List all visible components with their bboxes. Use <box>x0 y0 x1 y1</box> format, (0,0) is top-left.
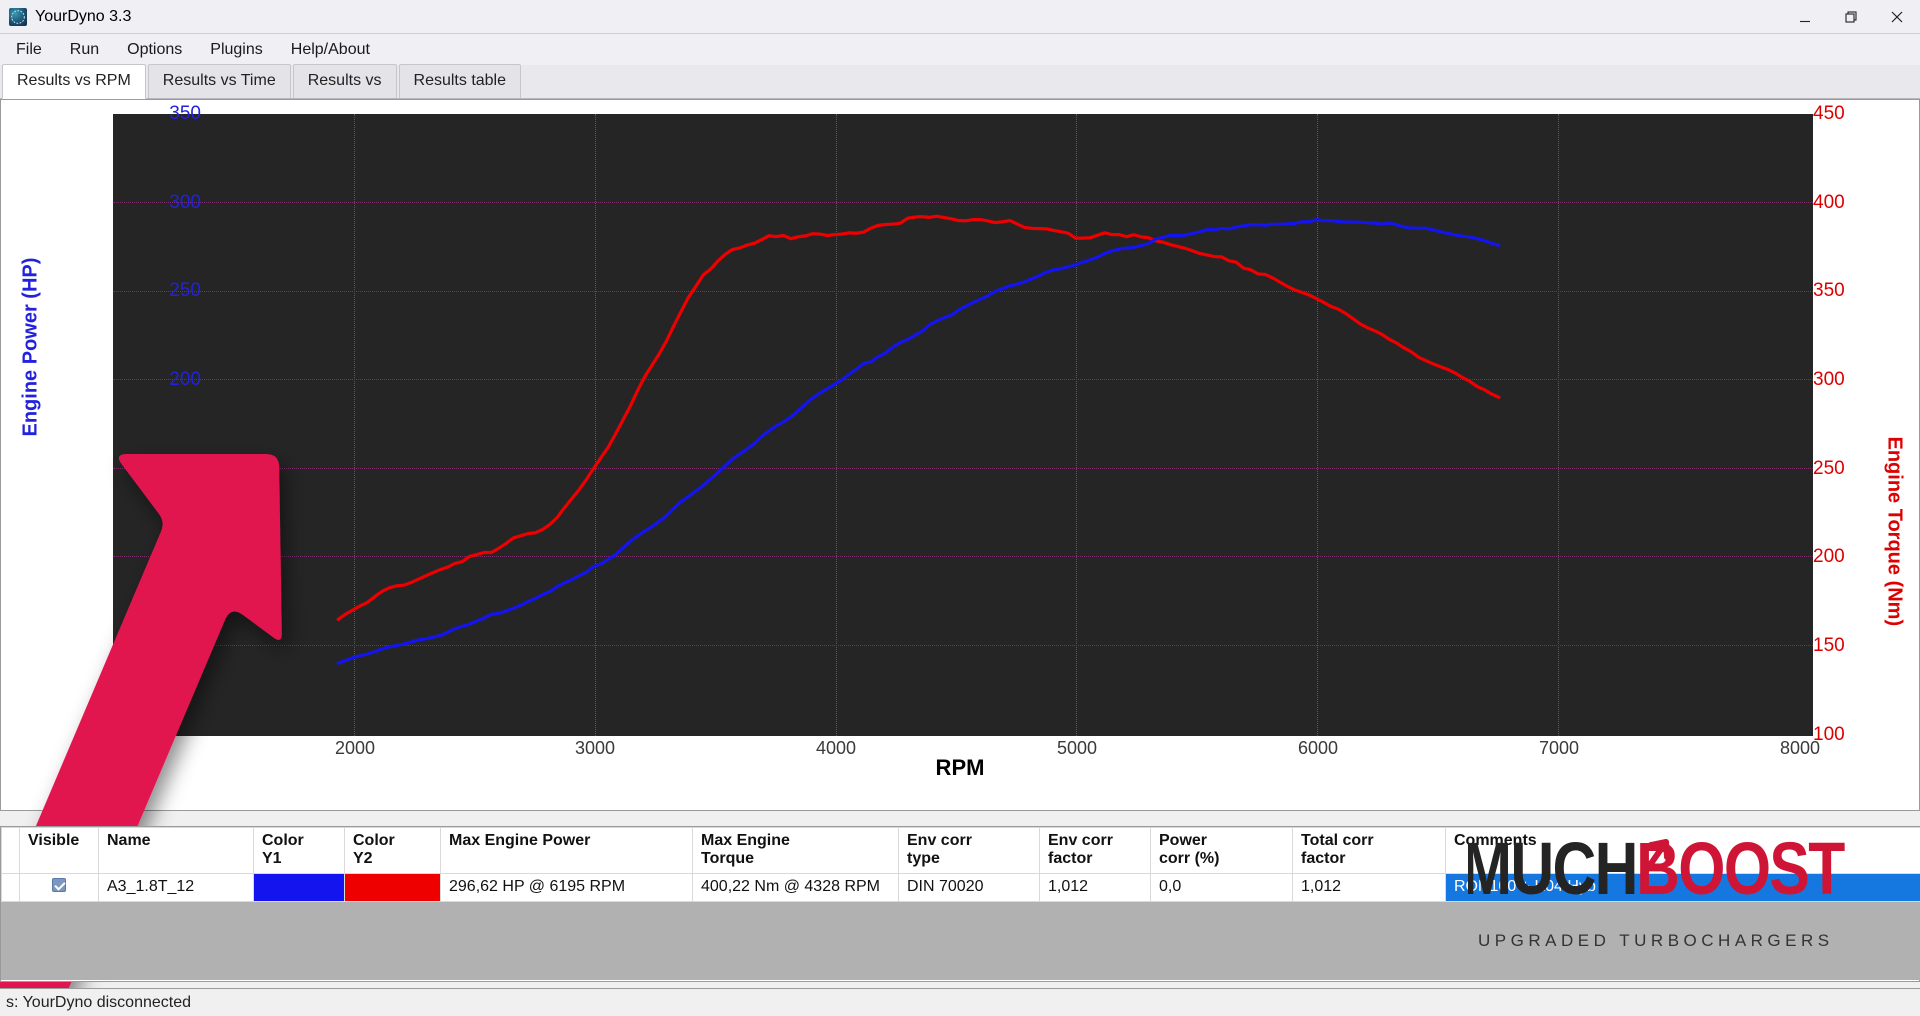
svg-text:UPGRADED TURBOCHARGERS: UPGRADED TURBOCHARGERS <box>1478 931 1834 950</box>
svg-text:MUCH: MUCH <box>1468 828 1637 910</box>
